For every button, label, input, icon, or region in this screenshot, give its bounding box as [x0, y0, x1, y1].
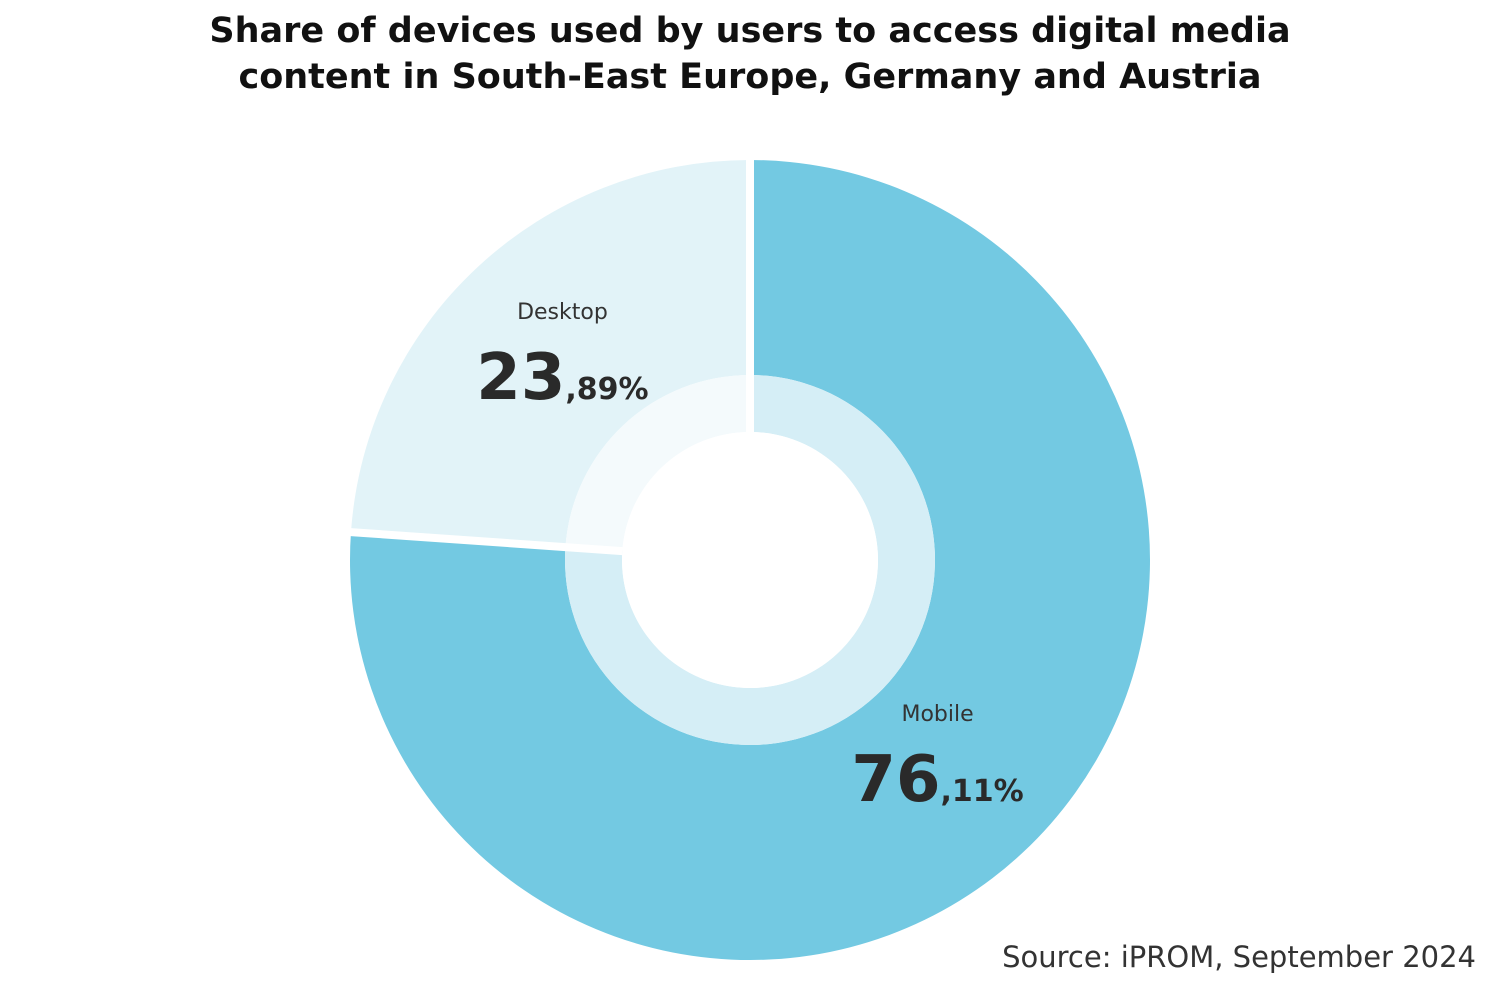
slice-separator: [348, 527, 623, 556]
slice-desktop: [350, 160, 750, 548]
chart-title-line-1: Share of devices used by users to access…: [209, 11, 1291, 51]
chart-title: Share of devices used by users to access…: [0, 8, 1500, 100]
chart-title-line-2: content in South-East Europe, Germany an…: [238, 57, 1262, 97]
slice-inner-mobile: [565, 375, 935, 745]
slice-label-mobile: Mobile: [901, 702, 973, 727]
donut-hole: [622, 432, 878, 688]
slice-value-mobile: 76,11%: [851, 743, 1023, 817]
source-note: Source: iPROM, September 2024: [1002, 940, 1476, 974]
slice-mobile: [350, 160, 1150, 960]
slice-label-desktop: Desktop: [517, 300, 608, 325]
slice-value-desktop: 23,89%: [476, 341, 648, 415]
slice-inner-desktop: [565, 375, 750, 552]
